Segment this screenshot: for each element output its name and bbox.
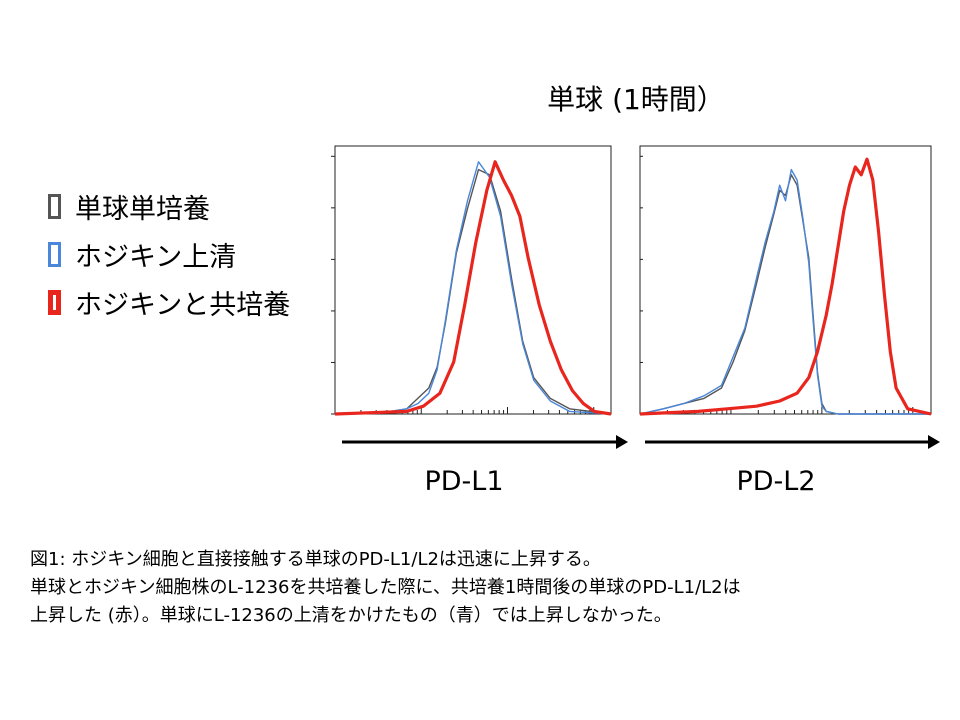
x-axis-label: PD-L1 bbox=[424, 466, 503, 497]
figure-caption: 図1: ホジキン細胞と直接接触する単球のPD-L1/L2は迅速に上昇する。 単球… bbox=[30, 546, 930, 630]
plot-frame bbox=[334, 145, 612, 415]
caption-line: 図1: ホジキン細胞と直接接触する単球のPD-L1/L2は迅速に上昇する。 bbox=[30, 549, 601, 570]
legend-swatch-gray bbox=[48, 193, 61, 219]
caption-line: 上昇した (赤）。単球にL-1236の上清をかけたもの（青）では上昇しなかった。 bbox=[30, 605, 672, 626]
legend-swatch-red bbox=[48, 289, 61, 315]
legend: 単球単培養 ホジキン上清 ホジキンと共培養 bbox=[48, 182, 290, 326]
histogram-line-coculture bbox=[639, 157, 932, 416]
x-axis-arrowhead bbox=[616, 435, 628, 449]
histogram-line-supernatant bbox=[334, 161, 612, 415]
histogram-line-coculture bbox=[334, 160, 612, 416]
pd-l2-histogram-panel: PD-L2 bbox=[639, 145, 940, 497]
histogram-line-monoculture bbox=[334, 168, 612, 415]
histogram-line-monoculture bbox=[639, 174, 931, 415]
caption-line: 単球とホジキン細胞株のL-1236を共培養した際に、共培養1時間後の単球のPD-… bbox=[30, 577, 741, 598]
pd-l1-histogram-panel: PD-L1 bbox=[331, 145, 628, 497]
legend-label: 単球単培養 bbox=[75, 193, 210, 225]
legend-label: ホジキン上清 bbox=[75, 241, 237, 273]
plot-frame bbox=[639, 145, 932, 415]
legend-label: ホジキンと共培養 bbox=[75, 289, 291, 321]
legend-item-supernatant: ホジキン上清 bbox=[48, 230, 290, 278]
legend-swatch-blue bbox=[48, 241, 61, 267]
legend-item-coculture: ホジキンと共培養 bbox=[48, 278, 290, 326]
figure-title: 単球 (1時間） bbox=[547, 83, 725, 116]
x-axis-arrowhead bbox=[928, 435, 940, 449]
legend-item-monoculture: 単球単培養 bbox=[48, 182, 290, 230]
histogram-line-supernatant bbox=[639, 168, 931, 415]
x-axis-label: PD-L2 bbox=[736, 466, 815, 497]
